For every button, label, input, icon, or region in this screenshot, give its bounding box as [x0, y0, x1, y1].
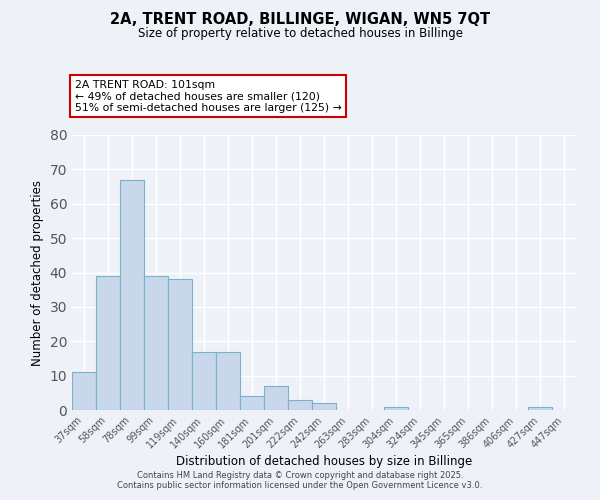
Bar: [192, 352, 216, 410]
Bar: [240, 396, 264, 410]
Bar: [288, 400, 312, 410]
Bar: [264, 386, 288, 410]
Bar: [96, 276, 120, 410]
Text: 2A TRENT ROAD: 101sqm
← 49% of detached houses are smaller (120)
51% of semi-det: 2A TRENT ROAD: 101sqm ← 49% of detached …: [75, 80, 341, 113]
X-axis label: Distribution of detached houses by size in Billinge: Distribution of detached houses by size …: [176, 456, 472, 468]
Text: Size of property relative to detached houses in Billinge: Size of property relative to detached ho…: [137, 28, 463, 40]
Bar: [120, 180, 144, 410]
Text: 2A, TRENT ROAD, BILLINGE, WIGAN, WN5 7QT: 2A, TRENT ROAD, BILLINGE, WIGAN, WN5 7QT: [110, 12, 490, 28]
Bar: [312, 403, 336, 410]
Bar: [216, 352, 240, 410]
Bar: [528, 406, 552, 410]
Bar: [72, 372, 96, 410]
Bar: [384, 406, 408, 410]
Text: Contains HM Land Registry data © Crown copyright and database right 2025.
Contai: Contains HM Land Registry data © Crown c…: [118, 470, 482, 490]
Bar: [168, 280, 192, 410]
Bar: [144, 276, 168, 410]
Y-axis label: Number of detached properties: Number of detached properties: [31, 180, 44, 366]
